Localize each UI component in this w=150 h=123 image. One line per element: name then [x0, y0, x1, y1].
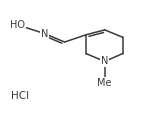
Text: N: N [101, 56, 108, 67]
Text: HCl: HCl [11, 91, 29, 100]
Text: N: N [41, 29, 48, 38]
Text: Me: Me [98, 78, 112, 88]
Text: HO: HO [10, 20, 25, 30]
